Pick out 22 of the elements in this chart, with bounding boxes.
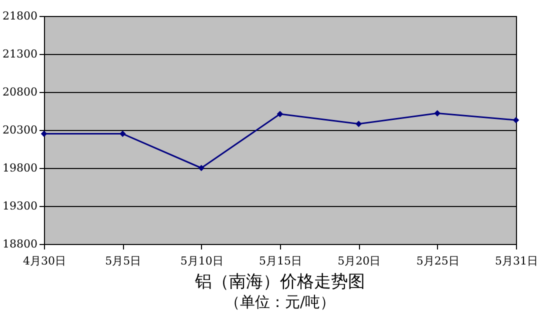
point — [434, 110, 440, 116]
point — [120, 130, 126, 137]
y-tick-label: 19800 — [2, 162, 38, 174]
x-tick-label: 5月25日 — [416, 254, 460, 268]
x-tick-label: 5月20日 — [338, 254, 381, 268]
y-tick-label: 21300 — [2, 48, 38, 60]
point — [198, 164, 204, 172]
text: （单位：元/吨） — [224, 293, 336, 311]
y-tick-label: 20300 — [2, 124, 38, 136]
y-tick-label: 20800 — [2, 86, 38, 98]
x-tick-label: 4月30日 — [23, 254, 66, 268]
text: 铝（南海）价格走势图 — [194, 272, 365, 292]
point — [356, 120, 362, 128]
x-tick-label: 5月15日 — [259, 254, 302, 268]
x-tick-label: 5月31日 — [495, 254, 538, 268]
x-tick-label: 5月10日 — [180, 254, 224, 268]
point — [276, 110, 284, 118]
x-tick-label: 5月5日 — [105, 254, 142, 268]
point — [512, 116, 520, 124]
y-tick-label: 21800 — [2, 10, 38, 22]
y-tick-label: 18800 — [2, 238, 38, 250]
y-tick-label: 19300 — [2, 200, 38, 212]
